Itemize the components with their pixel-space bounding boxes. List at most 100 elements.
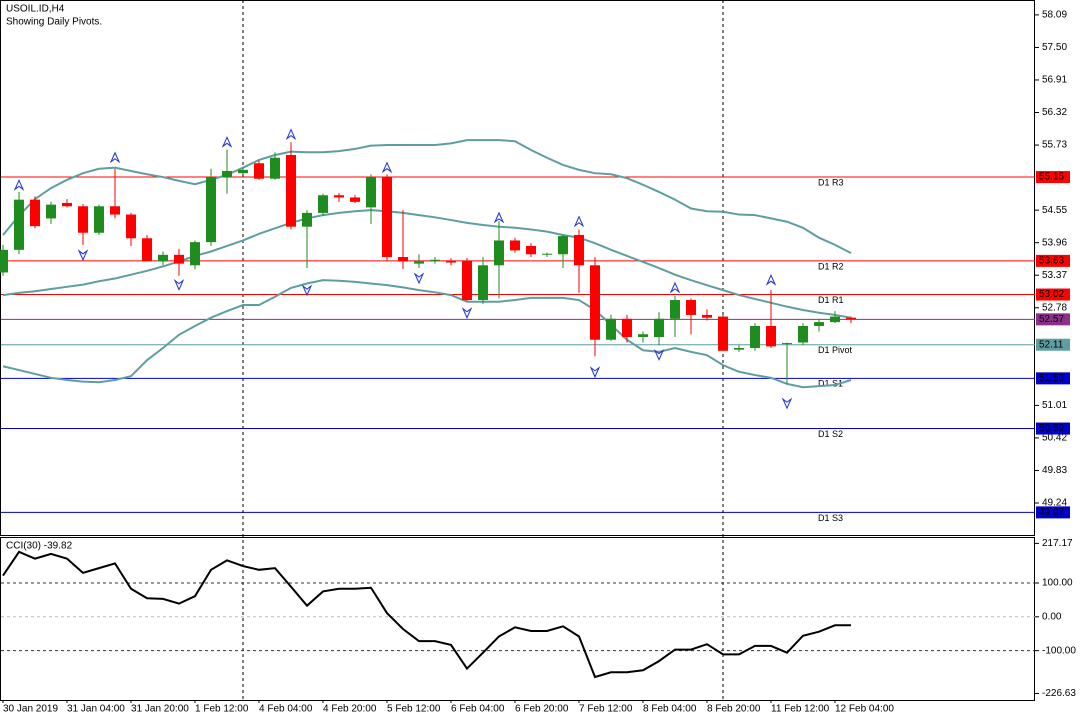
y-tick-label: 56.91 [1042,75,1067,86]
candle-body [798,325,808,343]
price-box [1036,372,1070,385]
x-tick-label: 1 Feb 12:00 [195,704,249,715]
fractal-down [589,366,601,378]
pivot-label: D1 S1 [818,379,843,389]
indicator-frame [0,537,1035,701]
fractal-up [221,136,233,148]
price-box-label: 51.50 [1039,373,1064,384]
candle-body [686,300,696,315]
pivot-label: D1 S2 [818,429,843,439]
candle-body [446,260,456,263]
x-tick-label: 4 Feb 20:00 [323,704,377,715]
candle-body [190,242,200,266]
y-tick-label: 54.55 [1042,205,1067,216]
candle-body [46,204,56,219]
candle-body [494,240,504,266]
x-tick-label: 7 Feb 12:00 [579,704,633,715]
x-tick-label: 4 Feb 04:00 [259,704,313,715]
band-line [2,279,852,389]
price-box-label: 50.59 [1039,423,1064,434]
price-box [1036,288,1070,301]
candle-body [254,163,264,179]
price-box-label: 53.02 [1039,289,1064,300]
candle-body [510,240,520,251]
y-tick-label: 58.09 [1042,10,1067,21]
y-tick-label: 49.83 [1042,465,1067,476]
candle-body [398,257,408,262]
y-tick-label: -100.00 [1042,645,1076,656]
y-tick-label: 0.00 [1042,611,1062,622]
candle-body [174,254,184,264]
x-tick-label: 6 Feb 04:00 [451,704,505,715]
candle-body [750,325,760,349]
price-box [1036,254,1070,267]
fractal-down [301,284,313,297]
fractal-down [781,397,793,410]
y-tick-label: 100.00 [1042,578,1073,589]
y-tick-label: 57.50 [1042,42,1067,53]
indicator-line [2,550,851,679]
y-tick-label: 50.42 [1042,433,1067,444]
candle-body [318,195,328,213]
candle-body [94,206,104,233]
price-box [1036,338,1070,351]
x-tick-label: 30 Jan 2019 [3,704,58,715]
current-price-box [1036,313,1070,326]
candle-body [158,254,168,262]
candle-body [110,206,120,215]
pivot-label: D1 R2 [818,261,844,271]
candle-body [286,154,296,227]
y-tick-label: 53.96 [1042,237,1067,248]
y-tick-label: 51.01 [1042,400,1067,411]
candle-body [766,325,776,347]
candle-body [382,177,392,258]
candle-body [622,318,632,337]
candle-body [0,249,8,273]
candle-body [734,348,744,350]
x-tick-label: 8 Feb 20:00 [707,704,761,715]
candle-body [302,212,312,227]
candle-body [430,259,440,261]
candle-body [702,314,712,318]
candle-body [206,177,216,243]
pivot-label: D1 S3 [818,513,843,523]
fractal-up [573,215,585,228]
x-tick-label: 11 Feb 12:00 [771,704,830,715]
fractal-down [461,307,473,319]
candle-body [670,300,680,319]
candle-body [782,343,792,345]
candle-body [526,245,536,255]
fractal-down [653,349,665,361]
price-box-label: 52.11 [1039,339,1064,350]
candle-body [414,261,424,264]
band-line [2,139,852,255]
candle-body [830,316,840,323]
y-tick-label: -226.63 [1042,688,1076,699]
candle-body [366,177,376,208]
price-box-label: 53.63 [1039,256,1064,267]
candle-body [558,236,568,255]
candle-body [462,260,472,301]
candle-body [14,199,24,250]
x-tick-label: 31 Jan 20:00 [131,704,189,715]
fractal-up [381,161,393,174]
candle-body [478,265,488,301]
price-box [1036,171,1070,184]
fractal-down [173,279,185,291]
candle-body [574,234,584,266]
candle-body [718,316,728,351]
fractal-up [493,211,505,224]
candle-body [238,169,248,174]
candle-body [78,206,88,233]
candle-body [62,202,72,207]
fractal-down [413,272,425,285]
band-line [2,209,852,319]
pivot-label: D1 R3 [818,177,844,187]
chart-title: USOIL.ID,H4 [6,4,65,15]
candle-body [142,238,152,261]
current-price-label: 52.57 [1039,314,1064,325]
x-tick-label: 5 Feb 12:00 [387,704,441,715]
x-tick-label: 12 Feb 04:00 [835,704,894,715]
x-tick-label: 6 Feb 20:00 [515,704,569,715]
